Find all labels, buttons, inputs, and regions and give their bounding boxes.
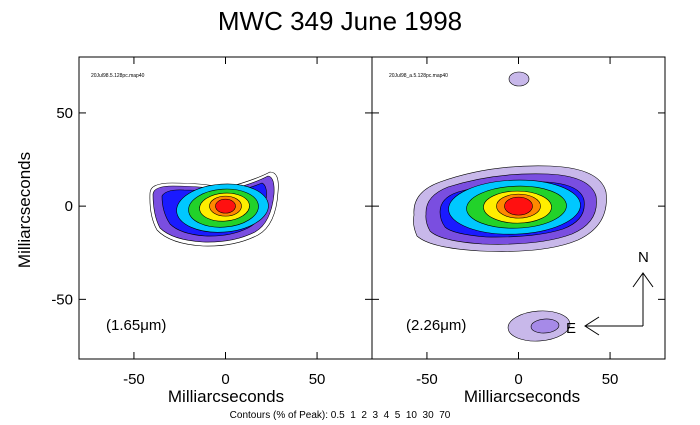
chart-title: MWC 349 June 1998 (218, 6, 462, 36)
orientation-compass (584, 272, 654, 336)
x-tick-label: 50 (309, 371, 326, 388)
x-tick-label: -50 (123, 371, 145, 388)
compass-east-head (584, 316, 600, 336)
compass-east-label: E (566, 320, 576, 337)
secondary-blob-core (530, 318, 560, 334)
compass-north-head (632, 272, 654, 288)
contour-caption: Contours (% of Peak): 0.5 1 2 3 4 5 10 3… (230, 410, 451, 420)
right-intensity-map (413, 71, 607, 342)
contour-peak (504, 196, 533, 216)
right-wavelength-label: (2.26μm) (406, 317, 466, 334)
right-panel-header: 20Jul98_a.5.128pc.map40 (389, 73, 448, 79)
x-axis-title-right: Milliarcseconds (464, 387, 580, 406)
left-wavelength-label: (1.65μm) (106, 317, 166, 334)
y-tick-label: 50 (56, 105, 73, 122)
left-panel-header: 20Jul98.5.128pc.map40 (91, 73, 145, 79)
secondary-blob (508, 71, 530, 87)
contour-peak (215, 198, 236, 214)
x-tick-label: 50 (602, 371, 619, 388)
y-tick-label: -50 (51, 291, 73, 308)
compass-north-label: N (638, 249, 649, 266)
x-tick-label: -50 (416, 371, 438, 388)
x-tick-label: 0 (514, 371, 522, 388)
x-axis-title-left: Milliarcseconds (168, 387, 284, 406)
y-tick-label: 0 (65, 198, 73, 215)
y-axis-title: Milliarcseconds (15, 152, 34, 268)
x-tick-label: 0 (221, 371, 229, 388)
axis-ticks (79, 57, 665, 359)
left-intensity-map (149, 171, 279, 247)
